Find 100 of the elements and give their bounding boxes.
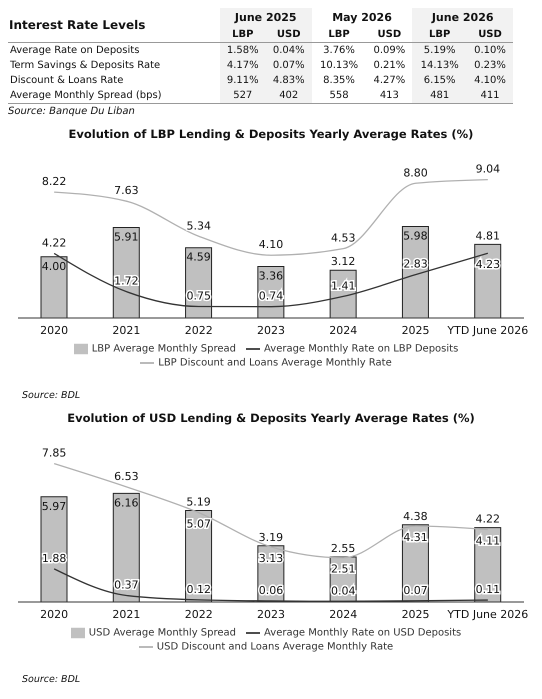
text: 1.58% bbox=[226, 45, 259, 56]
text: 9.11% bbox=[226, 75, 259, 86]
data-label: 0.06 bbox=[258, 584, 284, 597]
text: 4.27% bbox=[373, 75, 406, 86]
data-label: 0.11 bbox=[476, 583, 500, 596]
data-label: 9.04 bbox=[476, 162, 500, 176]
data-label: 3.13 bbox=[258, 552, 284, 565]
text: 0.09% bbox=[373, 45, 406, 56]
legend-label: USD Average Monthly Spread bbox=[88, 628, 236, 639]
data-label: 0.74 bbox=[258, 290, 284, 303]
legend-label: USD Discount and Loans Average Monthly Rate bbox=[156, 642, 394, 653]
text: 413 bbox=[380, 90, 399, 101]
x-tick-label: YTD June 2026 bbox=[446, 324, 528, 337]
text: 558 bbox=[330, 90, 349, 101]
chart-title: Evolution of LBP Lending & Deposits Yearly Average Rates (%) bbox=[68, 127, 474, 141]
data-label: 5.19 bbox=[186, 496, 211, 508]
category-label: Average Rate on Deposits bbox=[10, 45, 140, 56]
x-tick-label: 2022 bbox=[184, 324, 213, 337]
text: 4.17% bbox=[226, 60, 259, 71]
category-label: USD bbox=[266, 27, 312, 42]
data-label: 2.83 bbox=[403, 258, 428, 271]
data-label: 4.31 bbox=[403, 531, 428, 544]
text: 527 bbox=[233, 90, 252, 101]
text: 3.76% bbox=[323, 45, 355, 56]
data-label: 0.37 bbox=[114, 578, 139, 592]
data-label: 6.16 bbox=[114, 496, 139, 510]
category-label: LBP bbox=[412, 27, 467, 42]
data-label: 4.22 bbox=[42, 236, 66, 250]
data-label: 4.59 bbox=[186, 250, 211, 264]
legend-label: Average Monthly Rate on LBP Deposits bbox=[264, 344, 458, 355]
data-label: 5.34 bbox=[186, 219, 211, 232]
x-tick-label: 2024 bbox=[329, 324, 358, 337]
data-label: 8.22 bbox=[42, 175, 66, 188]
text: Interest Rate Levels bbox=[8, 8, 220, 42]
data-label: 2.51 bbox=[331, 562, 356, 576]
text: 402 bbox=[279, 90, 298, 101]
data-label: 5.91 bbox=[114, 230, 139, 244]
legend-label: Average Monthly Rate on USD Deposits bbox=[264, 628, 462, 639]
category-label: USD bbox=[467, 27, 513, 42]
text: 10.13% bbox=[320, 60, 358, 71]
x-tick-label: 2020 bbox=[40, 324, 68, 337]
source-note: Source: BDL bbox=[22, 390, 82, 401]
data-label: 6.53 bbox=[114, 470, 139, 483]
category-label: Average Monthly Spread (bps) bbox=[10, 90, 162, 101]
chart-title: Evolution of USD Lending & Deposits Yearly Average Rates (%) bbox=[66, 411, 476, 425]
x-tick-label: 2024 bbox=[329, 608, 358, 621]
data-label: 3.12 bbox=[330, 255, 356, 268]
x-tick-label: 2020 bbox=[40, 608, 68, 621]
data-label: 4.22 bbox=[475, 512, 500, 526]
data-label: 0.75 bbox=[186, 290, 211, 303]
data-label: 7.63 bbox=[114, 184, 139, 198]
text: June 2025 bbox=[220, 8, 312, 27]
data-label: 1.72 bbox=[114, 274, 139, 288]
data-label: 0.07 bbox=[403, 584, 428, 597]
text: 0.23% bbox=[474, 60, 506, 71]
data-label: 3.19 bbox=[258, 530, 284, 544]
legend-label: LBP Discount and Loans Average Monthly Rate bbox=[158, 358, 392, 369]
category-label: LBP bbox=[312, 27, 366, 42]
data-label: 5.07 bbox=[186, 518, 211, 531]
text: 6.15% bbox=[424, 75, 456, 86]
x-tick-label: 2023 bbox=[257, 324, 285, 337]
category-label: USD bbox=[366, 27, 412, 42]
data-label: 5.97 bbox=[42, 500, 66, 513]
data-label: 1.41 bbox=[331, 279, 356, 292]
x-tick-label: YTD June 2026 bbox=[446, 608, 528, 621]
text: 0.04% bbox=[272, 45, 305, 56]
x-tick-label: 2023 bbox=[257, 608, 285, 621]
legend-label: LBP Average Monthly Spread bbox=[92, 344, 236, 355]
x-tick-label: 2025 bbox=[402, 608, 430, 621]
data-label: 0.12 bbox=[186, 582, 211, 596]
text: 5.19% bbox=[424, 45, 456, 56]
data-label: 4.10 bbox=[258, 238, 284, 252]
data-label: 7.85 bbox=[42, 446, 66, 460]
bar bbox=[40, 256, 68, 318]
data-label: 4.11 bbox=[476, 534, 500, 548]
data-label: 1.88 bbox=[42, 552, 66, 565]
x-tick-label: 2022 bbox=[184, 608, 213, 621]
data-label: 4.00 bbox=[42, 260, 66, 273]
text: 14.13% bbox=[420, 60, 459, 71]
text: 4.10% bbox=[474, 75, 506, 86]
x-tick-label: 2021 bbox=[112, 608, 140, 621]
text: 481 bbox=[430, 90, 450, 101]
text: 0.21% bbox=[373, 60, 406, 71]
source-note: Source: BDL bbox=[22, 674, 82, 685]
text: June 2026 bbox=[412, 8, 513, 27]
data-label: 4.38 bbox=[403, 510, 428, 523]
text: 4.83% bbox=[272, 75, 305, 86]
data-label: 3.36 bbox=[258, 270, 284, 283]
source-note: Source: Banque Du Liban bbox=[8, 106, 136, 117]
data-label: 4.53 bbox=[331, 232, 356, 245]
data-label: 0.04 bbox=[331, 584, 356, 598]
data-label: 8.80 bbox=[403, 166, 428, 180]
category-label: LBP bbox=[220, 27, 266, 42]
category-label: Term Savings & Deposits Rate bbox=[10, 60, 160, 71]
text: 0.10% bbox=[474, 45, 506, 56]
text: 0.07% bbox=[272, 60, 305, 71]
text: 411 bbox=[480, 90, 500, 101]
data-label: 5.98 bbox=[403, 229, 428, 242]
text: May 2026 bbox=[312, 8, 412, 27]
text: 8.35% bbox=[323, 75, 355, 86]
